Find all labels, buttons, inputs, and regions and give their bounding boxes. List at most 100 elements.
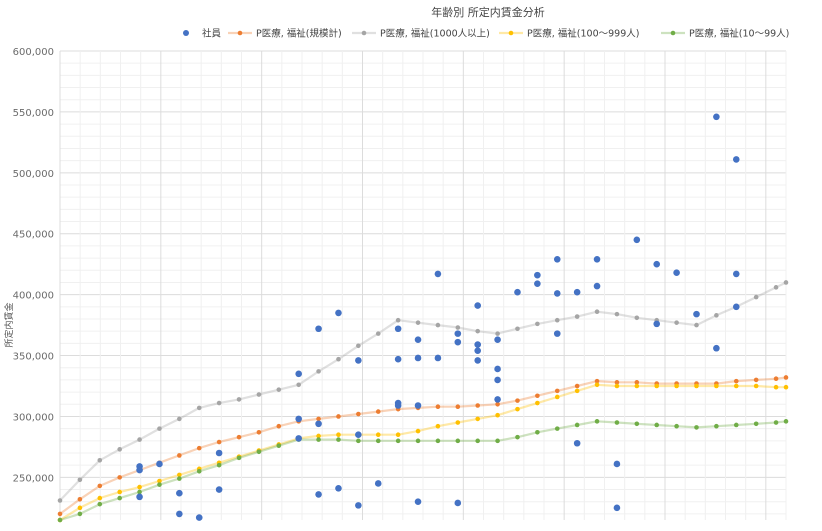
series-line-point: [97, 458, 103, 463]
series-line-point: [157, 482, 162, 487]
scatter-point: [713, 344, 720, 352]
scatter-point: [713, 113, 720, 121]
scatter-point: [454, 499, 462, 507]
series-line-point: [316, 416, 321, 422]
series-line-point: [594, 419, 600, 424]
scatter-point: [633, 236, 641, 244]
scatter-point: [474, 357, 481, 364]
scatter-point: [195, 514, 203, 521]
series-line-point: [594, 378, 600, 384]
series-layer: [57, 113, 789, 523]
series-line-point: [495, 412, 500, 418]
series-line-point: [614, 383, 620, 389]
y-axis-label: 所定内賃金: [3, 302, 15, 347]
scatter-point: [156, 460, 163, 468]
series-line-point: [316, 433, 321, 439]
scatter-point: [613, 460, 621, 468]
series-line-point: [97, 501, 103, 507]
series-line-point: [356, 343, 361, 349]
scatter-point: [414, 336, 422, 344]
series-line-point: [554, 317, 560, 323]
y-tick-label: 550,000: [13, 108, 54, 119]
scatter-point: [573, 439, 581, 447]
series-line-point: [415, 428, 421, 434]
series-line-point: [574, 383, 580, 389]
series-line-point: [783, 384, 789, 390]
legend-dot-swatch: [183, 30, 189, 36]
series-line-point: [415, 438, 421, 444]
scatter-point: [394, 325, 402, 333]
series-line-point: [783, 419, 789, 424]
series-line-point: [236, 455, 242, 461]
y-tick-label: 250,000: [13, 473, 54, 484]
series-line-point: [475, 328, 480, 334]
series-line-point: [77, 496, 83, 502]
legend-dot-swatch: [670, 30, 676, 36]
series-line-point: [475, 403, 480, 408]
series-line-point: [515, 398, 520, 403]
series-line-point: [634, 315, 640, 321]
scatter-point: [474, 341, 481, 348]
series-line-point: [455, 325, 461, 330]
series-line-point: [515, 406, 520, 412]
series-line: [59, 376, 787, 515]
scatter-point: [653, 320, 661, 328]
scatter-point: [136, 493, 143, 501]
series-line-point: [177, 472, 182, 478]
scatter-point: [176, 510, 183, 518]
scatter-point: [514, 288, 521, 296]
legend-label: P医療, 福祉(規模計): [256, 28, 342, 40]
scatter-point: [474, 302, 481, 309]
scatter-point: [335, 309, 342, 317]
series-line-point: [375, 331, 381, 336]
series-line-point: [216, 439, 222, 445]
series-line-point: [634, 380, 640, 385]
series-line-point: [435, 438, 441, 444]
series-line-point: [694, 322, 699, 328]
series-line-point: [773, 376, 779, 381]
scatter-point: [315, 325, 322, 333]
scatter-point: [355, 357, 362, 364]
series-line-point: [415, 320, 421, 325]
legend-item: P医療, 福祉(10〜99人): [661, 28, 789, 40]
series-line-point: [554, 388, 560, 394]
series-line-point: [395, 438, 401, 444]
scatter-point: [494, 336, 501, 344]
series-line-point: [57, 498, 63, 503]
series-line-point: [554, 394, 560, 400]
series-line-point: [475, 416, 480, 422]
series-line-point: [196, 405, 202, 411]
series-line-point: [773, 285, 779, 290]
series-line-point: [336, 414, 341, 419]
series-1: [57, 375, 789, 517]
series-line-point: [336, 432, 341, 438]
series-line-point: [753, 294, 759, 300]
series-line-point: [435, 322, 441, 328]
series-line-point: [216, 400, 222, 406]
series-line-point: [674, 320, 679, 325]
series-line-point: [256, 429, 262, 435]
scatter-point: [355, 502, 362, 509]
series-line-point: [336, 437, 341, 442]
scatter-point: [593, 282, 601, 290]
series-line-point: [435, 404, 441, 410]
series-line-point: [783, 280, 789, 285]
series-line-point: [714, 423, 719, 429]
series-line-point: [316, 369, 321, 374]
scatter-point: [553, 290, 561, 297]
scatter-point: [394, 402, 402, 409]
scatter-point: [613, 504, 621, 512]
scatter-point: [434, 354, 442, 362]
scatter-point: [295, 370, 302, 378]
series-line-point: [57, 511, 63, 517]
series-line-point: [674, 423, 679, 429]
scatter-point: [534, 280, 541, 287]
series-line-point: [395, 432, 401, 438]
series-line-point: [77, 477, 83, 483]
series-line-point: [177, 453, 182, 458]
legend-item: 社員: [183, 28, 222, 40]
y-tick-label: 350,000: [13, 352, 54, 363]
series-line-point: [634, 383, 640, 389]
scatter-point: [494, 365, 501, 373]
